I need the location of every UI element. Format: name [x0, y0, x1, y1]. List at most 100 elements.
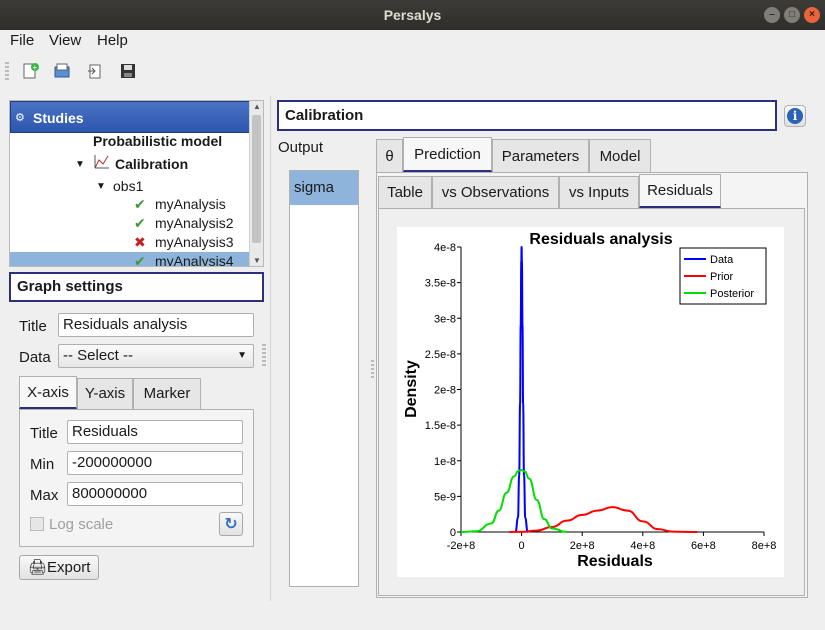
chevron-down-icon: ▼	[237, 350, 247, 361]
tree-selected-row[interactable]	[10, 252, 250, 266]
tree-header-studies[interactable]: ⚙ Studies	[10, 101, 250, 133]
y-tick-label: 1.5e-8	[425, 420, 456, 432]
tree-item-myanalysis2[interactable]: myAnalysis2	[155, 215, 234, 231]
y-tick-label: 3.5e-8	[425, 278, 456, 290]
expand-arrow-icon[interactable]: ▼	[96, 181, 106, 192]
import-icon[interactable]	[83, 59, 107, 83]
save-icon[interactable]	[116, 59, 140, 83]
output-list[interactable]: sigma	[289, 170, 359, 587]
tree-item-myanalysis3[interactable]: myAnalysis3	[155, 234, 234, 250]
output-label: Output	[278, 139, 324, 156]
series-line-posterior	[460, 469, 568, 533]
data-label: Data	[19, 349, 51, 366]
residuals-chart[interactable]: Residuals analysis Residuals Density -2e…	[397, 227, 784, 577]
check-icon: ✔	[134, 253, 146, 267]
log-scale-checkbox[interactable]	[30, 517, 44, 531]
y-tick-label: 0	[450, 527, 456, 539]
legend-label: Data	[710, 254, 734, 266]
series-line-data	[514, 245, 529, 533]
y-tick-label: 2e-8	[434, 385, 456, 397]
tab-x-axis[interactable]: X-axis	[19, 376, 77, 409]
y-tick-label: 4e-8	[434, 242, 456, 254]
export-button[interactable]: 🖨Export	[19, 555, 99, 580]
output-item-sigma[interactable]: sigma	[290, 171, 358, 205]
x-tick-label: 8e+8	[752, 540, 777, 552]
chart-series	[460, 245, 698, 533]
y-tick-label: 1e-8	[434, 456, 456, 468]
scroll-up-icon[interactable]: ▲	[253, 102, 261, 111]
x-axis-title-label: Title	[30, 425, 58, 442]
tree-scrollbar[interactable]: ▲ ▼	[249, 101, 263, 266]
x-tick-label: 4e+8	[630, 540, 655, 552]
x-tick-label: 2e+8	[570, 540, 595, 552]
x-axis-max-label: Max	[30, 487, 59, 504]
tab-marker[interactable]: Marker	[133, 378, 201, 409]
study-tree[interactable]: ⚙ Studies Probabilistic model ▼ Calibrat…	[9, 100, 264, 267]
subtab-vs-observations[interactable]: vs Observations	[432, 176, 559, 208]
tab-prediction[interactable]: Prediction	[403, 137, 492, 172]
log-scale-label: Log scale	[49, 516, 114, 533]
panel-divider	[270, 96, 271, 601]
error-icon: ✖	[134, 234, 146, 250]
window-titlebar: Persalys	[0, 0, 825, 30]
tab-model[interactable]: Model	[589, 139, 651, 172]
tab-theta[interactable]: θ	[376, 139, 403, 172]
subtab-table[interactable]: Table	[378, 176, 432, 208]
menu-view[interactable]: View	[49, 32, 82, 49]
export-icon: 🖨	[28, 559, 48, 576]
tab-y-axis[interactable]: Y-axis	[77, 378, 133, 409]
studies-icon: ⚙	[15, 112, 25, 124]
chart-x-axis-label: Residuals	[577, 553, 653, 570]
chart-y-axis-label: Density	[403, 360, 420, 418]
tree-scrollbar-thumb[interactable]	[252, 115, 261, 243]
check-icon: ✔	[134, 215, 146, 231]
menu-help[interactable]: Help	[97, 32, 128, 49]
x-axis-min-label: Min	[30, 456, 55, 473]
data-select-value: -- Select --	[63, 347, 134, 364]
graph-settings-header: Graph settings	[9, 272, 264, 302]
open-study-icon[interactable]	[50, 59, 74, 83]
info-icon: i	[787, 108, 803, 124]
x-axis-min-input[interactable]: -200000000	[67, 451, 243, 475]
expand-arrow-icon[interactable]: ▼	[75, 159, 85, 170]
x-tick-label: -2e+8	[447, 540, 475, 552]
data-select[interactable]: -- Select -- ▼	[58, 344, 254, 368]
y-tick-label: 3e-8	[434, 313, 456, 325]
calibration-header: Calibration	[277, 100, 777, 131]
maximize-icon[interactable]: □	[784, 7, 800, 23]
toolbar-grip[interactable]	[5, 62, 9, 82]
tree-item-myanalysis[interactable]: myAnalysis	[155, 196, 226, 212]
close-icon[interactable]: ×	[804, 7, 820, 23]
window-title: Persalys	[383, 7, 442, 23]
y-tick-label: 5e-9	[434, 491, 456, 503]
tree-item-obs1[interactable]: obs1	[113, 178, 144, 194]
scroll-down-icon[interactable]: ▼	[253, 256, 261, 265]
minimize-icon[interactable]: –	[764, 7, 780, 23]
x-axis-max-input[interactable]: 800000000	[67, 482, 243, 506]
x-axis-title-input[interactable]: Residuals	[67, 420, 243, 444]
refresh-icon: ↻	[224, 516, 238, 533]
y-tick-label: 2.5e-8	[425, 349, 456, 361]
new-study-icon[interactable]: +	[18, 59, 42, 83]
refresh-button[interactable]: ↻	[219, 512, 243, 536]
splitter-handle[interactable]	[371, 360, 374, 380]
check-icon: ✔	[134, 196, 146, 212]
chart-axes: -2e+8 0 2e+8 4e+8 6e+8 8e+805e-91e-81.5e-82e-…	[425, 242, 777, 552]
tree-item-probabilistic-model[interactable]: Probabilistic model	[93, 133, 223, 149]
menu-bar: File View Help	[0, 30, 825, 52]
graph-title-input[interactable]: Residuals analysis	[58, 313, 254, 337]
toolbar: +	[0, 56, 825, 86]
splitter-handle[interactable]	[262, 344, 266, 368]
menu-file[interactable]: File	[10, 32, 35, 49]
chart-title: Residuals analysis	[529, 231, 672, 248]
tree-item-myanalysis4[interactable]: myAnalysis4	[155, 253, 234, 267]
calibration-icon	[94, 154, 110, 173]
subtab-vs-inputs[interactable]: vs Inputs	[559, 176, 639, 208]
info-button[interactable]: i	[784, 105, 806, 127]
chart-svg: Residuals analysis Residuals Density -2e…	[403, 231, 777, 570]
svg-text:+: +	[33, 63, 38, 72]
tab-parameters[interactable]: Parameters	[492, 139, 589, 172]
subtab-residuals[interactable]: Residuals	[639, 174, 721, 208]
tree-item-calibration[interactable]: Calibration	[115, 156, 189, 172]
x-tick-label: 0	[519, 540, 525, 552]
